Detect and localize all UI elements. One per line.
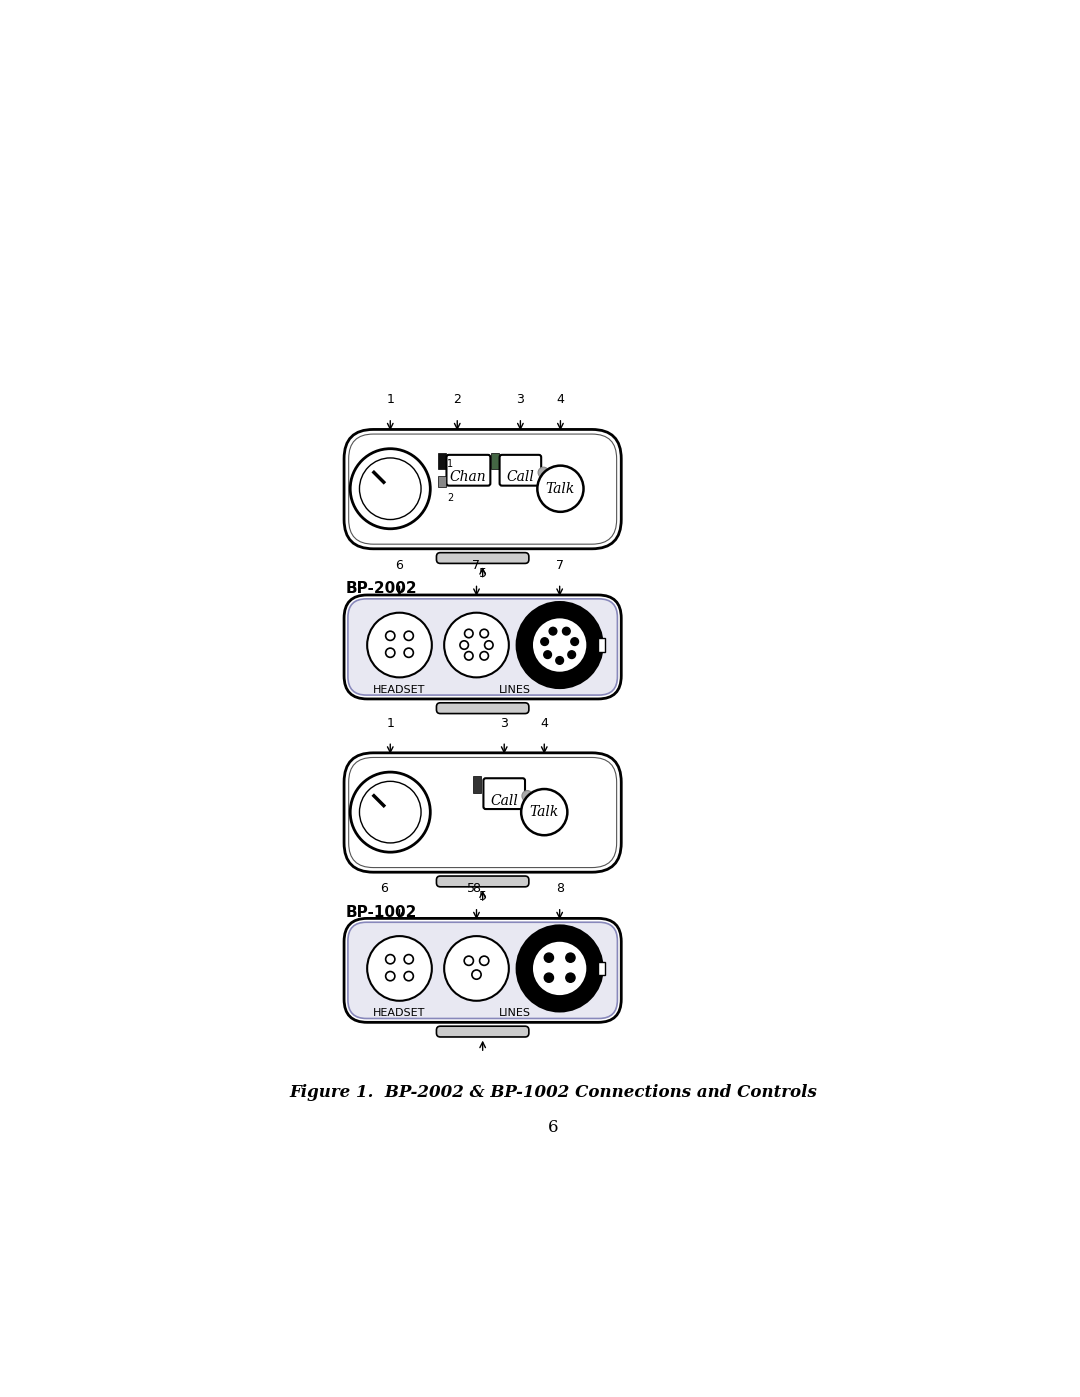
FancyBboxPatch shape	[345, 753, 621, 872]
Text: 5: 5	[468, 883, 475, 895]
FancyBboxPatch shape	[345, 429, 621, 549]
Text: 8: 8	[472, 883, 481, 895]
Circle shape	[404, 631, 414, 640]
Circle shape	[360, 458, 421, 520]
Text: LINES: LINES	[499, 685, 531, 696]
Text: HEADSET: HEADSET	[374, 1009, 426, 1018]
Circle shape	[544, 953, 553, 963]
FancyBboxPatch shape	[484, 778, 525, 809]
Text: Call: Call	[490, 793, 518, 807]
Circle shape	[563, 627, 570, 636]
Circle shape	[367, 936, 432, 1000]
Text: 6: 6	[395, 559, 404, 571]
Circle shape	[464, 629, 473, 637]
Circle shape	[404, 954, 414, 964]
Circle shape	[556, 657, 564, 665]
FancyBboxPatch shape	[348, 599, 618, 696]
Text: Talk: Talk	[545, 482, 575, 496]
Bar	[473, 775, 481, 793]
Text: 4: 4	[540, 717, 549, 729]
Circle shape	[538, 465, 583, 511]
Text: 2: 2	[454, 394, 461, 407]
Circle shape	[480, 629, 488, 637]
FancyBboxPatch shape	[436, 1027, 529, 1037]
Text: BP-1002: BP-1002	[346, 904, 417, 919]
Bar	[598, 961, 605, 975]
Circle shape	[532, 617, 588, 673]
Circle shape	[568, 651, 576, 658]
Text: 1: 1	[387, 394, 394, 407]
Circle shape	[350, 448, 430, 529]
Circle shape	[386, 648, 395, 658]
Circle shape	[522, 791, 532, 802]
Circle shape	[350, 773, 430, 852]
Bar	[491, 453, 499, 469]
Bar	[438, 453, 446, 469]
Text: 6: 6	[549, 1119, 558, 1136]
Circle shape	[549, 627, 557, 636]
Circle shape	[522, 789, 567, 835]
FancyBboxPatch shape	[446, 455, 490, 486]
Circle shape	[360, 781, 421, 842]
FancyBboxPatch shape	[345, 595, 621, 698]
Text: 2: 2	[447, 493, 454, 503]
Bar	[438, 475, 446, 488]
Circle shape	[444, 613, 509, 678]
Circle shape	[444, 936, 509, 1000]
Circle shape	[404, 971, 414, 981]
Circle shape	[566, 953, 575, 963]
FancyBboxPatch shape	[436, 703, 529, 714]
Text: 5: 5	[478, 567, 487, 580]
Circle shape	[386, 954, 395, 964]
Circle shape	[522, 606, 598, 683]
Text: 4: 4	[556, 394, 565, 407]
FancyBboxPatch shape	[436, 553, 529, 563]
Circle shape	[367, 613, 432, 678]
Text: 1: 1	[387, 717, 394, 729]
Circle shape	[472, 970, 481, 979]
FancyBboxPatch shape	[348, 922, 618, 1018]
Text: 5: 5	[478, 890, 487, 902]
Text: 3: 3	[516, 394, 524, 407]
Text: 8: 8	[555, 883, 564, 895]
Circle shape	[480, 651, 488, 659]
Bar	[598, 638, 605, 652]
Circle shape	[566, 974, 575, 982]
FancyBboxPatch shape	[500, 455, 541, 486]
Circle shape	[386, 631, 395, 640]
FancyBboxPatch shape	[345, 918, 621, 1023]
Circle shape	[571, 638, 579, 645]
Circle shape	[460, 641, 469, 650]
Circle shape	[404, 648, 414, 658]
Text: 1: 1	[447, 458, 454, 469]
Text: 3: 3	[500, 717, 509, 729]
Circle shape	[532, 940, 588, 996]
Circle shape	[386, 971, 395, 981]
Text: 7: 7	[555, 559, 564, 571]
Circle shape	[480, 956, 489, 965]
Circle shape	[485, 641, 494, 650]
Text: Chan: Chan	[449, 471, 486, 485]
FancyBboxPatch shape	[436, 876, 529, 887]
Circle shape	[522, 930, 598, 1007]
Text: BP-2002: BP-2002	[346, 581, 417, 597]
Text: 7: 7	[472, 559, 481, 571]
Text: Figure 1.  BP-2002 & BP-1002 Connections and Controls: Figure 1. BP-2002 & BP-1002 Connections …	[289, 1084, 818, 1101]
Circle shape	[544, 974, 553, 982]
Circle shape	[464, 956, 473, 965]
Circle shape	[541, 638, 549, 645]
Text: Talk: Talk	[529, 805, 558, 819]
Text: 6: 6	[380, 883, 388, 895]
Circle shape	[543, 651, 552, 658]
Text: HEADSET: HEADSET	[374, 685, 426, 696]
Circle shape	[464, 651, 473, 659]
Text: LINES: LINES	[499, 1009, 531, 1018]
Text: Call: Call	[507, 471, 535, 485]
Circle shape	[538, 467, 549, 478]
